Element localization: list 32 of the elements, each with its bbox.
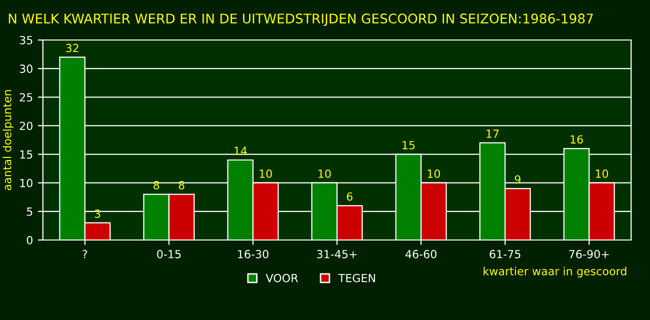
y-tick-label: 0	[26, 236, 32, 244]
data-label: 17	[486, 130, 499, 138]
data-label: 10	[596, 170, 608, 178]
x-tick-label: 61-75	[490, 250, 520, 258]
data-label: 6	[346, 192, 352, 201]
data-label: 14	[234, 146, 247, 155]
x-tick-label: 31-45+	[317, 250, 357, 258]
y-tick-label: 20	[20, 122, 32, 130]
data-label: 3	[94, 210, 100, 218]
y-tick-label: 25	[20, 93, 32, 102]
y-tick-label: 5	[26, 208, 32, 216]
y-tick-label: 35	[20, 36, 32, 44]
y-axis-title: aantal doelpunten	[2, 90, 14, 190]
x-tick-label: 46-60	[405, 250, 436, 258]
data-label: 15	[402, 141, 415, 150]
x-axis-title: kwartier waar in gescoord	[484, 266, 626, 278]
chart-title: N WELK KWARTIER WERD ER IN DE UITWEDSTRIJDEN GESCOORD IN SEIZOEN:1986-1987	[8, 14, 593, 26]
legend-label: VOOR	[266, 274, 298, 282]
x-tick-label: ?	[82, 250, 88, 258]
data-label: 16	[570, 135, 583, 144]
data-label: 10	[260, 170, 272, 178]
y-tick-label: 10	[20, 178, 32, 188]
data-label: 9	[514, 175, 520, 184]
data-label: 32	[66, 44, 78, 52]
x-tick-label: 16-30	[238, 250, 268, 258]
legend-label: TEGEN	[338, 274, 375, 282]
x-tick-label: 76-90+	[569, 250, 609, 258]
y-tick-label: 15	[20, 150, 32, 159]
data-label: 10	[318, 170, 331, 178]
x-tick-label: 0-15	[157, 250, 181, 258]
data-label: 10	[428, 170, 440, 178]
y-tick-label: 30	[20, 64, 32, 73]
